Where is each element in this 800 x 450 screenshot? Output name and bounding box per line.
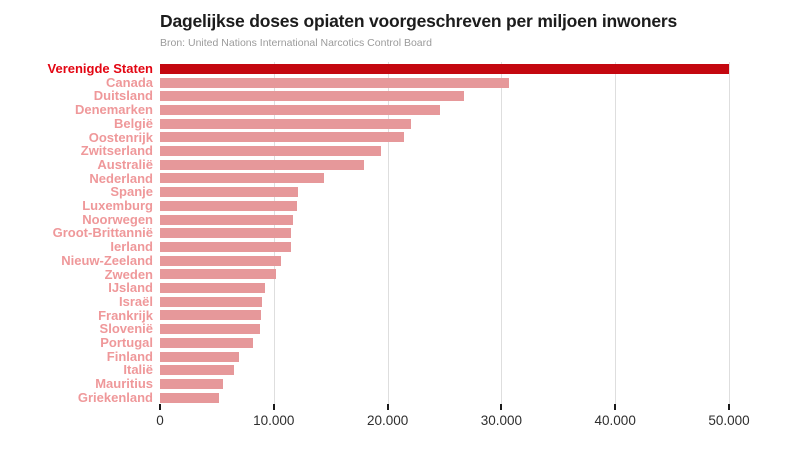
axis-tick-label: 40.000 xyxy=(594,413,636,428)
bar xyxy=(160,187,298,198)
country-label: Groot-Brittannië xyxy=(52,225,153,241)
axis-tick xyxy=(500,404,503,410)
country-label: Duitsland xyxy=(93,88,153,104)
bar xyxy=(160,337,254,348)
country-label: Mauritius xyxy=(95,376,153,392)
bar xyxy=(160,77,510,88)
bar xyxy=(160,241,291,252)
bar-row: IJsland xyxy=(0,281,800,295)
axis-tick xyxy=(386,404,389,410)
country-label: Noorwegen xyxy=(82,211,153,227)
bar-row: Denemarken xyxy=(0,103,800,117)
gridline xyxy=(615,62,617,404)
bar xyxy=(160,173,324,184)
bar-highlighted xyxy=(160,63,729,74)
bar-row: Duitsland xyxy=(0,89,800,103)
axis-tick-label: 10.000 xyxy=(253,413,295,428)
country-label: Luxemburg xyxy=(82,198,153,213)
gridline xyxy=(501,62,503,404)
axis-tick xyxy=(159,404,161,410)
bar-row: Slovenië xyxy=(0,322,800,336)
axis-tick xyxy=(272,404,275,410)
axis-tick xyxy=(728,404,730,410)
bar-row: België xyxy=(0,117,800,131)
bar xyxy=(160,146,381,157)
bar xyxy=(160,104,440,115)
bar xyxy=(160,365,234,376)
bar-row: Canada xyxy=(0,74,800,90)
bar xyxy=(160,200,297,211)
bar-row: Nieuw-Zeeland xyxy=(0,254,800,268)
bar-row: Mauritius xyxy=(0,377,800,391)
country-label: Italië xyxy=(123,362,153,378)
country-label: Nieuw-Zeeland xyxy=(61,252,153,268)
country-label: Spanje xyxy=(110,184,153,200)
country-label: IJsland xyxy=(108,280,153,296)
axis-tick-label: 0 xyxy=(156,413,164,428)
bar xyxy=(160,283,265,294)
country-label: Ierland xyxy=(110,239,153,255)
bar xyxy=(160,351,239,362)
bar-row: Finland xyxy=(0,348,800,364)
bar-row: Spanje xyxy=(0,185,800,199)
country-label: Finland xyxy=(106,348,153,364)
axis-tick-label: 20.000 xyxy=(366,413,409,428)
bar-row: Groot-Brittannië xyxy=(0,226,800,240)
gridline xyxy=(729,62,730,404)
gridline xyxy=(387,62,389,404)
bar-row: Nederland xyxy=(0,170,800,186)
bar xyxy=(160,91,464,102)
country-label: Frankrijk xyxy=(98,307,153,323)
axis-tick-label: 50.000 xyxy=(708,413,750,428)
bar-row: Zweden xyxy=(0,266,800,282)
chart-title: Dagelijkse doses opiaten voorgeschreven … xyxy=(160,11,678,31)
axis-tick-label: 30.000 xyxy=(480,413,523,428)
country-label: Zwitserland xyxy=(80,143,153,159)
bar-row: Oostenrijk xyxy=(0,129,800,145)
bar xyxy=(160,228,291,239)
country-label: Israël xyxy=(119,293,153,309)
country-label: Griekenland xyxy=(77,389,153,405)
bar xyxy=(160,214,294,225)
bar xyxy=(160,269,277,280)
bar xyxy=(160,310,262,321)
bar-row: Luxemburg xyxy=(0,199,800,213)
bar-row: Verenigde Staten xyxy=(0,62,800,76)
bar-row: Zwitserland xyxy=(0,144,800,158)
bar-row: Portugal xyxy=(0,336,800,350)
bar xyxy=(160,324,261,335)
bar xyxy=(160,296,263,307)
bar-row: Frankrijk xyxy=(0,307,800,323)
country-label: Slovenië xyxy=(99,321,153,337)
country-label: Verenigde Staten xyxy=(47,61,153,76)
bar-row: Italië xyxy=(0,363,800,377)
bar xyxy=(160,132,404,143)
country-label: Australië xyxy=(97,156,153,172)
country-label: Zweden xyxy=(104,266,153,282)
bar-row: Griekenland xyxy=(0,391,800,405)
bar xyxy=(160,159,364,170)
bar xyxy=(160,378,223,389)
country-label: Portugal xyxy=(100,335,153,350)
country-label: België xyxy=(113,115,153,131)
bar-row: Israël xyxy=(0,295,800,309)
bar xyxy=(160,255,281,266)
axis-tick xyxy=(614,404,617,410)
country-label: Nederland xyxy=(89,170,153,186)
country-label: Oostenrijk xyxy=(88,129,153,145)
country-label: Denemarken xyxy=(74,102,153,118)
bar xyxy=(160,118,412,129)
country-label: Canada xyxy=(106,74,153,90)
chart-subtitle: Bron: United Nations International Narco… xyxy=(160,37,432,49)
bar-row: Australië xyxy=(0,158,800,172)
bar-row: Ierland xyxy=(0,240,800,254)
bar xyxy=(160,392,220,403)
bar-row: Noorwegen xyxy=(0,211,800,227)
